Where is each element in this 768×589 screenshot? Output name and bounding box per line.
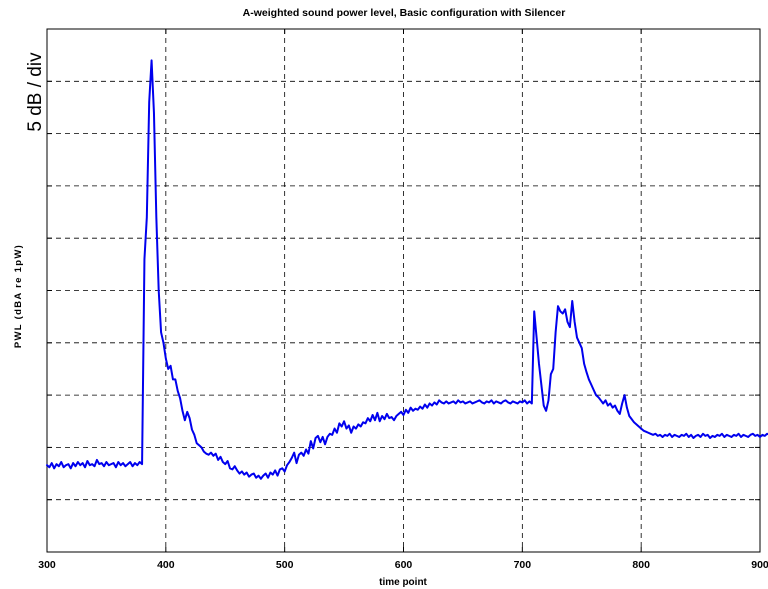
x-tick-label: 900 [751, 559, 768, 571]
x-tick-label: 800 [632, 559, 650, 571]
chart-title: A-weighted sound power level, Basic conf… [243, 7, 566, 19]
pwl-series-line [46, 59, 768, 480]
y-axis-label: PWL (dBA re 1pW) [13, 244, 24, 348]
x-tick-label: 500 [276, 559, 294, 571]
x-axis-label: time point [379, 577, 427, 588]
grid-layer [47, 29, 760, 552]
x-tick-label: 300 [38, 559, 56, 571]
series-layer [46, 59, 768, 480]
x-tick-label: 400 [157, 559, 175, 571]
scale-annotation: 5 dB / div [25, 52, 46, 132]
x-tick-label: 600 [395, 559, 413, 571]
tick-layer: 300 400 500 600 700 800 900 [38, 29, 768, 571]
x-tick-label: 700 [514, 559, 532, 571]
